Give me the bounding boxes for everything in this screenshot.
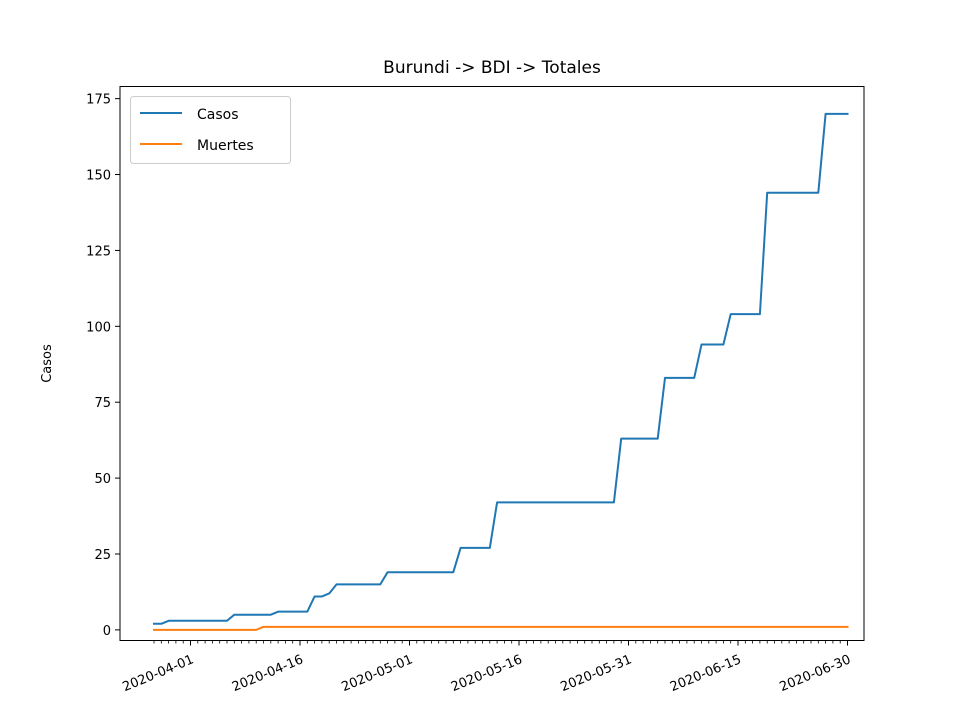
y-tick-label: 175 (86, 93, 111, 108)
y-tick-label: 125 (86, 244, 111, 259)
legend-label-casos: Casos (197, 107, 239, 123)
y-tick-label: 100 (86, 320, 111, 335)
chart-title: Burundi -> BDI -> Totales (383, 58, 601, 78)
y-tick-label: 25 (94, 548, 111, 563)
y-tick-label: 50 (94, 472, 111, 487)
y-tick-label: 150 (86, 169, 111, 184)
y-tick-label: 0 (103, 624, 111, 639)
series-line-casos (153, 112, 849, 625)
series-layer (153, 112, 849, 631)
plot-frame (119, 86, 865, 641)
y-tick-label: 75 (94, 396, 111, 411)
y-axis-label: Casos (40, 344, 55, 383)
legend: Casos Muertes (130, 96, 291, 164)
legend-label-muertes: Muertes (197, 138, 254, 154)
series-line-muertes (153, 625, 849, 631)
